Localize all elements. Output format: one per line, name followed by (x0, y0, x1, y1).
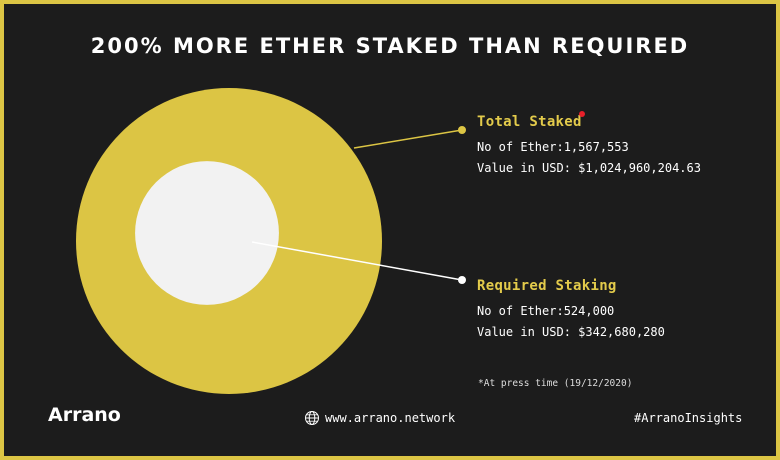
press-time-note: *At press time (19/12/2020) (478, 378, 633, 389)
total-staked-usd: Value in USD: $1,024,960,204.63 (477, 161, 701, 175)
total-staked-leader-line (353, 129, 463, 149)
total-staked-leader-dot (458, 126, 466, 134)
required-staking-label: Required Staking No of Ether:524,000 Val… (477, 278, 665, 339)
required-staking-usd: Value in USD: $342,680,280 (477, 325, 665, 339)
chart-title: 200% MORE ETHER STAKED THAN REQUIRED (90, 34, 690, 58)
hashtag-text: #ArranoInsights (634, 411, 743, 425)
required-staking-circle (135, 161, 279, 305)
arrano-logo: Arrano (48, 404, 121, 426)
total-staked-title: Total Staked (477, 114, 582, 130)
globe-icon (305, 411, 319, 425)
total-staked-ether: No of Ether:1,567,553 (477, 140, 629, 154)
website-link[interactable]: www.arrano.network (304, 410, 455, 426)
website-text: www.arrano.network (325, 411, 456, 425)
required-staking-leader-line (251, 241, 463, 281)
required-staking-ether: No of Ether:524,000 (477, 304, 615, 318)
red-dot-marker (579, 111, 585, 117)
total-staked-label: Total Staked No of Ether:1,567,553 Value… (477, 114, 701, 175)
required-staking-title: Required Staking (477, 278, 617, 294)
required-staking-leader-dot (458, 276, 466, 284)
